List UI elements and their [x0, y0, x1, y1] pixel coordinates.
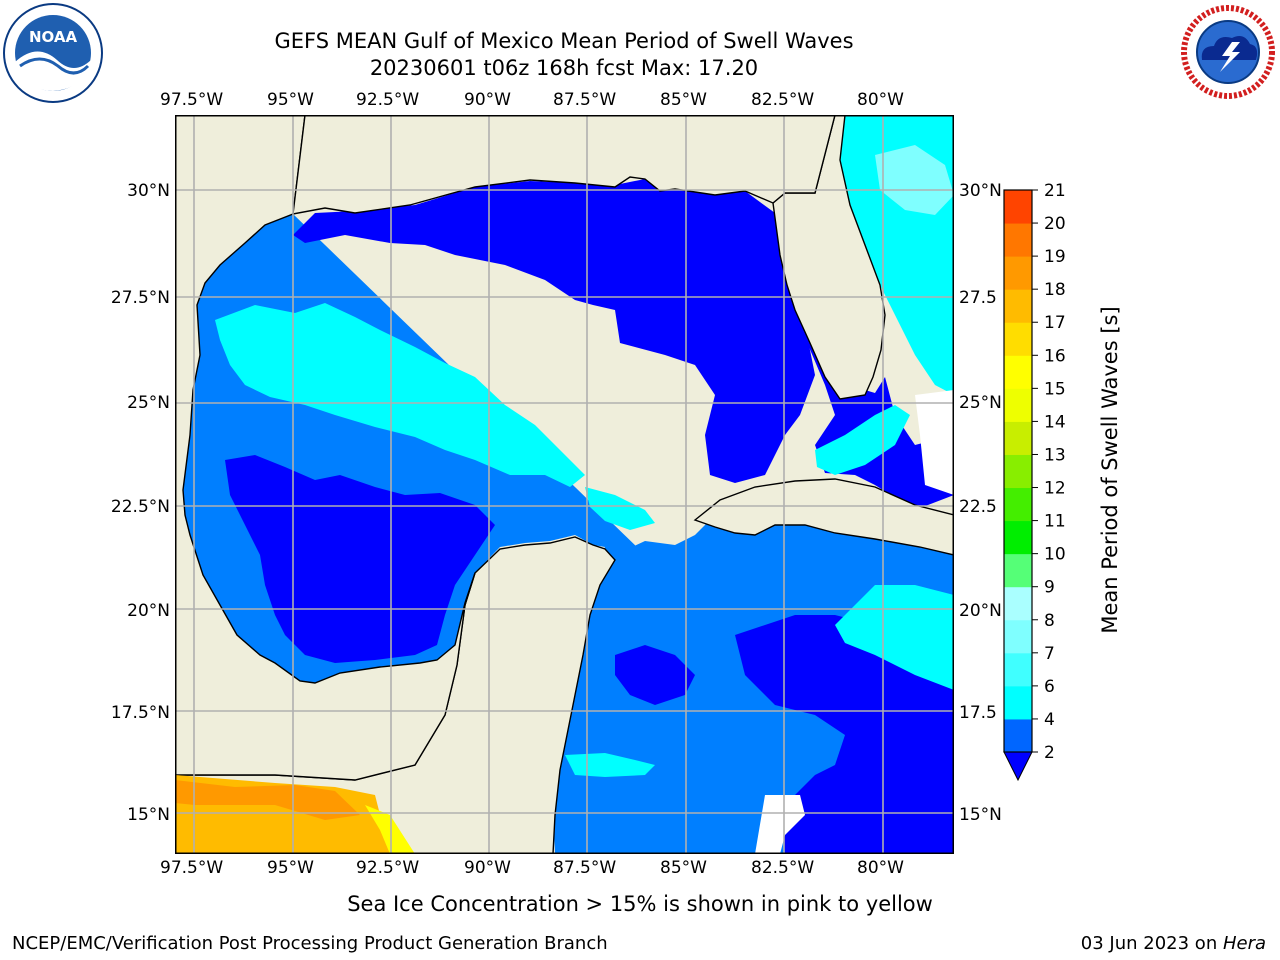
lon-label: 82.5°W — [751, 90, 815, 110]
pacific-yellow — [365, 805, 415, 854]
lon-label: 92.5°W — [356, 90, 420, 110]
colorbar-segment — [1004, 388, 1032, 422]
colorbar-tick-label: 15 — [1044, 379, 1066, 399]
lat-label: 25°N — [959, 393, 1002, 413]
cuba-land — [693, 478, 954, 556]
nodata-patch — [755, 795, 805, 854]
cyan-straits — [815, 405, 910, 475]
lon-label: 82.5°W — [751, 858, 815, 878]
pacific-orange — [175, 780, 360, 820]
date-text: 03 Jun 2023 on — [1080, 933, 1223, 954]
lon-label: 80°W — [857, 858, 904, 878]
gulf-map — [175, 115, 954, 854]
lat-label: 30°N — [127, 181, 170, 201]
colorbar-segment — [1004, 685, 1032, 720]
lat-label: 15°N — [959, 805, 1002, 825]
lat-label: 25°N — [127, 393, 170, 413]
colorbar-tick-label: 2 — [1044, 743, 1055, 763]
lon-label: 97.5°W — [160, 90, 224, 110]
colorbar-tick-label: 20 — [1044, 214, 1066, 234]
cyan-yucatan-channel — [585, 487, 655, 530]
colorbar-tick-label: 4 — [1044, 710, 1055, 730]
lon-label: 80°W — [857, 90, 904, 110]
lon-label: 85°W — [660, 858, 707, 878]
colorbar-segment — [1004, 586, 1032, 621]
mexico-land — [175, 115, 476, 781]
cyan-band — [215, 303, 585, 487]
colorbar-tick-label: 18 — [1044, 280, 1066, 300]
map-grid — [175, 115, 954, 854]
colorbar-tick-label: 17 — [1044, 313, 1066, 333]
colorbar-tick-label: 19 — [1044, 247, 1066, 267]
colorbar-segment — [1004, 553, 1032, 588]
sea-ice-text: Sea Ice Concentration > 15% is shown in … — [347, 892, 933, 916]
colorbar-segment — [1004, 454, 1032, 489]
lat-label: 30°N — [959, 181, 1002, 201]
colorbar-segment — [1004, 355, 1032, 389]
map-frame — [175, 115, 954, 854]
colorbar-tick-label: 9 — [1044, 578, 1055, 598]
colorbar-tick-label: 13 — [1044, 445, 1066, 465]
colorbar-border — [1003, 189, 1033, 753]
colorbar-segment — [1004, 223, 1032, 257]
dark-blue-nw-caribbean — [615, 645, 695, 705]
lon-label: 87.5°W — [553, 858, 617, 878]
colorbar-label: Mean Period of Swell Waves [s] — [1098, 306, 1122, 634]
colorbar-segment — [1004, 652, 1032, 687]
colorbar-segment — [1004, 619, 1032, 654]
colorbar-tick-label: 11 — [1044, 512, 1066, 532]
colorbar: 2 4 6 7 8 9 10 11 12 13 14 15 16 17 18 19 20 21 — [1003, 181, 1066, 782]
colorbar-tick-label: 21 — [1044, 181, 1066, 201]
noaa-logo: NOAA — [3, 3, 103, 103]
colorbar-tick-label: 14 — [1044, 412, 1066, 432]
lat-label: 17.5 — [959, 703, 997, 723]
colorbar-tick-label: 8 — [1044, 611, 1055, 631]
colorbar-segment — [1004, 289, 1032, 323]
lat-label: 17.5°N — [110, 703, 170, 723]
colorbar-segment — [1004, 256, 1032, 290]
dark-blue-north — [293, 179, 815, 483]
chart-title: GEFS MEAN Gulf of Mexico Mean Period of … — [274, 29, 854, 53]
lon-label: 95°W — [267, 858, 314, 878]
colorbar-segment — [1004, 190, 1032, 224]
lon-label: 92.5°W — [356, 858, 420, 878]
lat-label: 15°N — [127, 805, 170, 825]
colorbar-tick-label: 6 — [1044, 677, 1055, 697]
colorbar-segment — [1004, 322, 1032, 356]
sea-ice-note: Sea Ice Concentration > 15% is shown in … — [0, 892, 1280, 916]
colorbar-tick-label: 7 — [1044, 644, 1055, 664]
colorbar-tick-label: 12 — [1044, 479, 1066, 499]
nws-logo — [1181, 5, 1275, 99]
colorbar-segment — [1004, 520, 1032, 555]
lon-label: 85°W — [660, 90, 707, 110]
chart-subtitle: 20230601 t06z 168h fcst Max: 17.20 — [369, 56, 759, 80]
date-credit: 03 Jun 2023 on Hera — [1081, 933, 1266, 954]
lat-label: 20°N — [127, 601, 170, 621]
lat-label: 22.5 — [959, 497, 997, 517]
colorbar-segment — [1004, 718, 1032, 753]
colorbar-segment — [1004, 421, 1032, 455]
lon-label: 87.5°W — [553, 90, 617, 110]
noaa-logo-text: NOAA — [29, 28, 78, 46]
lon-label: 95°W — [267, 90, 314, 110]
cyan-east-caribbean — [835, 585, 954, 690]
lat-label: 27.5 — [959, 288, 997, 308]
lon-label: 90°W — [464, 858, 511, 878]
colorbar-tick-label: 10 — [1044, 545, 1066, 565]
light-cyan-atlantic — [875, 145, 954, 215]
colorbar-extend — [1003, 751, 1033, 782]
lon-label: 90°W — [464, 90, 511, 110]
lat-label: 20°N — [959, 601, 1002, 621]
lat-label: 22.5°N — [110, 497, 170, 517]
lat-label: 27.5°N — [110, 288, 170, 308]
dark-blue-caribbean — [735, 615, 954, 854]
machine-name: Hera — [1222, 933, 1266, 954]
nodata-patch — [915, 390, 954, 495]
producer-credit: NCEP/EMC/Verification Post Processing Pr… — [12, 933, 608, 954]
colorbar-tick-label: 16 — [1044, 346, 1066, 366]
lon-label: 97.5°W — [160, 858, 224, 878]
colorbar-segment — [1004, 487, 1032, 522]
